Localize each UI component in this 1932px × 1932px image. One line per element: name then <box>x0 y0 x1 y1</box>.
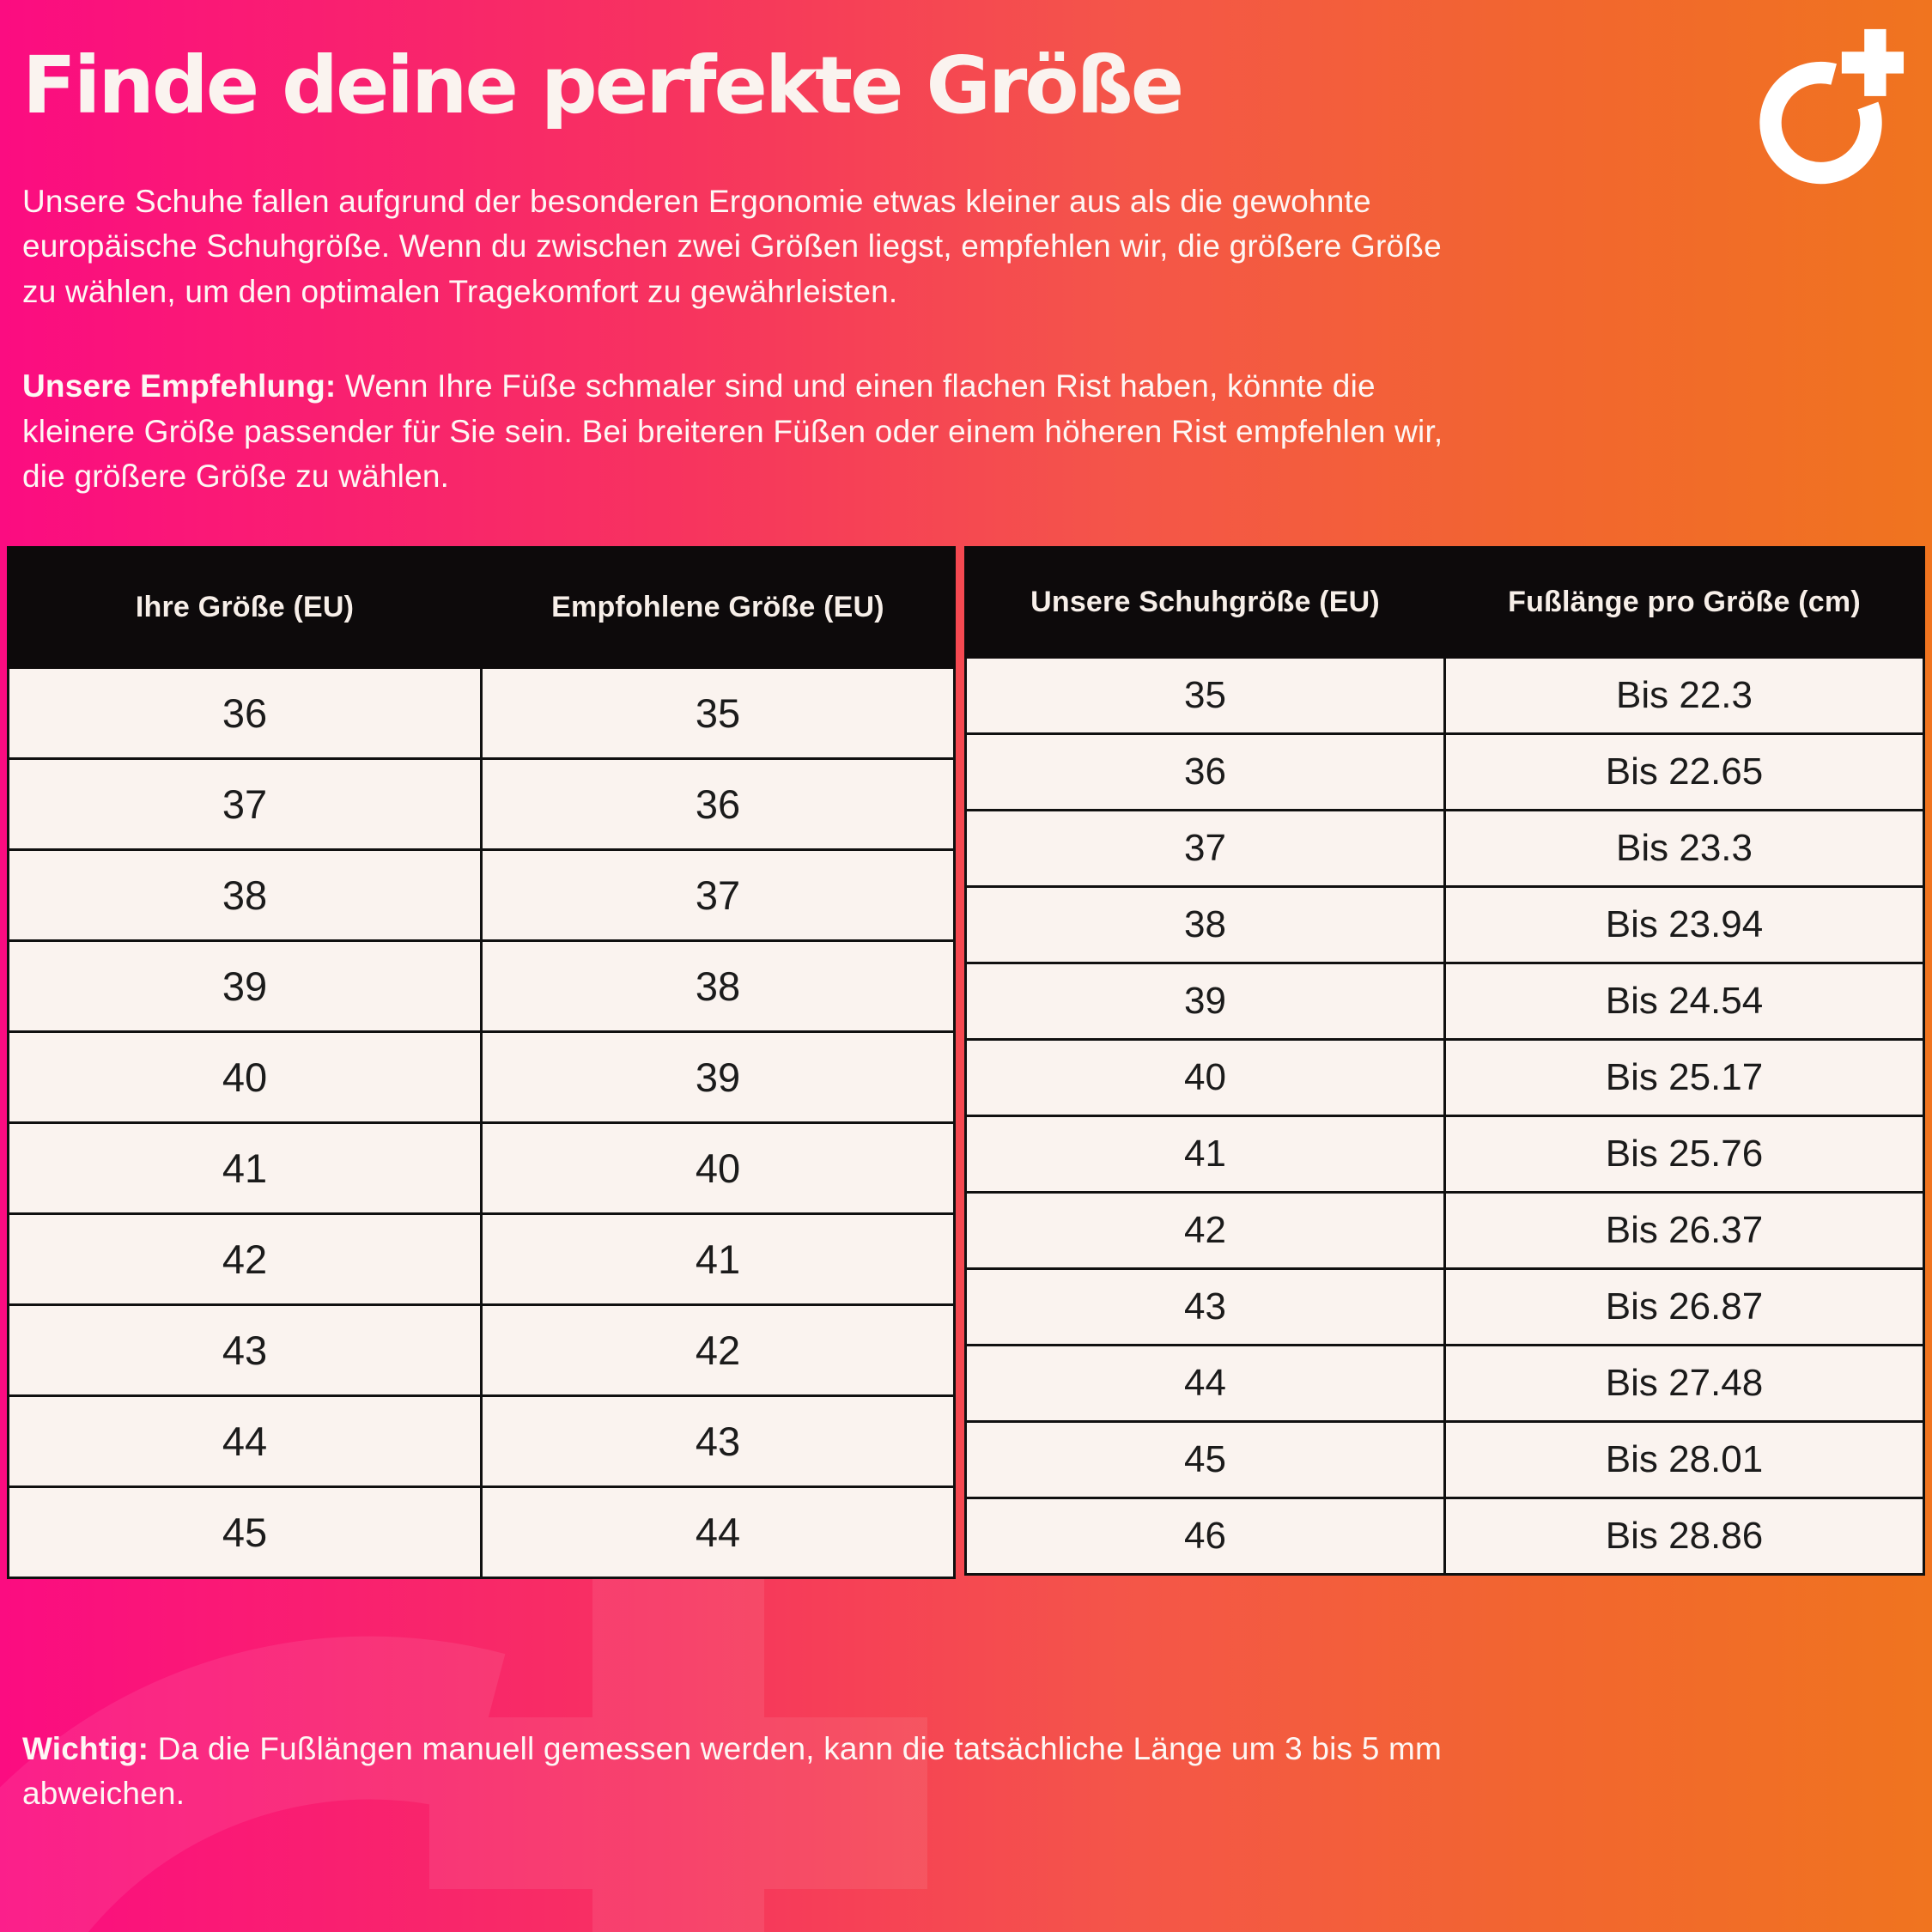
size-guide-page: Finde deine perfekte Größe Unsere Schuhe… <box>0 0 1932 500</box>
table-cell: Bis 23.94 <box>1443 884 1925 964</box>
table-cell: 38 <box>7 848 483 942</box>
table-cell: Bis 24.54 <box>1443 961 1925 1041</box>
table-row: 40 Bis 25.17 <box>964 1037 1925 1117</box>
table-cell: 41 <box>480 1212 956 1306</box>
size-conversion-table-header: Ihre Größe (EU) Empfohlene Größe (EU) <box>7 545 956 669</box>
table-cell: 35 <box>964 655 1446 735</box>
table-cell: 40 <box>480 1121 956 1215</box>
table-cell: Bis 27.48 <box>1443 1343 1925 1423</box>
table-cell: Bis 22.3 <box>1443 655 1925 735</box>
table-cell: 43 <box>480 1394 956 1488</box>
table-row: 41 40 <box>7 1121 956 1215</box>
table-row: 37 36 <box>7 756 956 851</box>
table-row: 36 Bis 22.65 <box>964 732 1925 811</box>
table-cell: 42 <box>7 1212 483 1306</box>
table-row: 42 Bis 26.37 <box>964 1190 1925 1270</box>
table-cell: 36 <box>7 665 483 760</box>
table-cell: 44 <box>964 1343 1446 1423</box>
table-cell: 39 <box>480 1030 956 1124</box>
table-cell: Bis 22.65 <box>1443 732 1925 811</box>
size-conversion-table: Ihre Größe (EU) Empfohlene Größe (EU) 36… <box>7 545 956 1579</box>
recommendation-text: Wenn Ihre Füße schmaler sind und einen f… <box>22 368 1443 495</box>
table-cell: 46 <box>964 1496 1446 1576</box>
table-row: 43 Bis 26.87 <box>964 1267 1925 1346</box>
table-cell: Bis 28.01 <box>1443 1419 1925 1499</box>
table-row: 41 Bis 25.76 <box>964 1114 1925 1194</box>
table-cell: 37 <box>964 808 1446 888</box>
footer-section: Wichtig: Da die Fußlängen manuell gemess… <box>0 1727 1932 1817</box>
table-header-row: Ihre Größe (EU) Empfohlene Größe (EU) <box>7 545 956 669</box>
table-row: 38 37 <box>7 848 956 942</box>
table-cell: Bis 26.87 <box>1443 1267 1925 1346</box>
column-header-shoe-size: Unsere Schuhgröße (EU) <box>964 545 1446 659</box>
important-note: Wichtig: Da die Fußlängen manuell gemess… <box>22 1727 1482 1817</box>
column-header-recommended-size: Empfohlene Größe (EU) <box>480 545 956 669</box>
table-cell: 41 <box>964 1114 1446 1194</box>
table-cell: 44 <box>480 1485 956 1579</box>
table-cell: 41 <box>7 1121 483 1215</box>
table-cell: 43 <box>7 1303 483 1397</box>
page-title: Finde deine perfekte Größe <box>22 39 1184 131</box>
table-row: 35 Bis 22.3 <box>964 655 1925 735</box>
table-row: 42 41 <box>7 1212 956 1306</box>
table-cell: 39 <box>964 961 1446 1041</box>
table-row: 37 Bis 23.3 <box>964 808 1925 888</box>
table-cell: 36 <box>964 732 1446 811</box>
table-header-row: Unsere Schuhgröße (EU) Fußlänge pro Größ… <box>964 545 1925 659</box>
table-cell: 37 <box>480 848 956 942</box>
column-header-foot-length: Fußlänge pro Größe (cm) <box>1443 545 1925 659</box>
table-cell: 37 <box>7 756 483 851</box>
table-cell: 42 <box>964 1190 1446 1270</box>
table-cell: 45 <box>7 1485 483 1579</box>
table-row: 40 39 <box>7 1030 956 1124</box>
table-cell: Bis 25.17 <box>1443 1037 1925 1117</box>
important-text: Da die Fußlängen manuell gemessen werden… <box>22 1730 1443 1812</box>
foot-length-table-body: 35 Bis 22.3 36 Bis 22.65 37 Bis 23.3 38 Bis 23.… <box>964 655 1925 1576</box>
table-cell: 42 <box>480 1303 956 1397</box>
circle-plus-logo-icon <box>1759 28 1905 185</box>
table-row: 38 Bis 23.94 <box>964 884 1925 964</box>
table-cell: 40 <box>7 1030 483 1124</box>
table-row: 39 Bis 24.54 <box>964 961 1925 1041</box>
table-cell: 35 <box>480 665 956 760</box>
foot-length-table: Unsere Schuhgröße (EU) Fußlänge pro Größ… <box>964 545 1925 1576</box>
foot-length-table-header: Unsere Schuhgröße (EU) Fußlänge pro Größ… <box>964 545 1925 659</box>
table-row: 45 44 <box>7 1485 956 1579</box>
table-row: 45 Bis 28.01 <box>964 1419 1925 1499</box>
table-cell: 38 <box>480 939 956 1033</box>
table-row: 36 35 <box>7 665 956 760</box>
table-cell: Bis 25.76 <box>1443 1114 1925 1194</box>
table-row: 43 42 <box>7 1303 956 1397</box>
recommendation-paragraph: Unsere Empfehlung: Wenn Ihre Füße schmal… <box>22 364 1482 500</box>
column-header-your-size: Ihre Größe (EU) <box>7 545 483 669</box>
size-tables: Ihre Größe (EU) Empfohlene Größe (EU) 36… <box>0 545 1932 1579</box>
table-cell: Bis 26.37 <box>1443 1190 1925 1270</box>
table-cell: 40 <box>964 1037 1446 1117</box>
recommendation-label: Unsere Empfehlung: <box>22 368 337 404</box>
table-cell: Bis 28.86 <box>1443 1496 1925 1576</box>
table-cell: 43 <box>964 1267 1446 1346</box>
table-row: 44 43 <box>7 1394 956 1488</box>
table-cell: 44 <box>7 1394 483 1488</box>
table-cell: Bis 23.3 <box>1443 808 1925 888</box>
size-conversion-table-body: 36 35 37 36 38 37 39 38 40 39 41 40 42 41 43 42 44 43 45 44 <box>7 665 956 1579</box>
table-cell: 39 <box>7 939 483 1033</box>
table-row: 44 Bis 27.48 <box>964 1343 1925 1423</box>
table-cell: 36 <box>480 756 956 851</box>
important-label: Wichtig: <box>22 1730 149 1766</box>
intro-paragraph: Unsere Schuhe fallen aufgrund der besond… <box>22 183 1442 309</box>
table-cell: 45 <box>964 1419 1446 1499</box>
table-row: 46 Bis 28.86 <box>964 1496 1925 1576</box>
table-cell: 38 <box>964 884 1446 964</box>
table-row: 39 38 <box>7 939 956 1033</box>
